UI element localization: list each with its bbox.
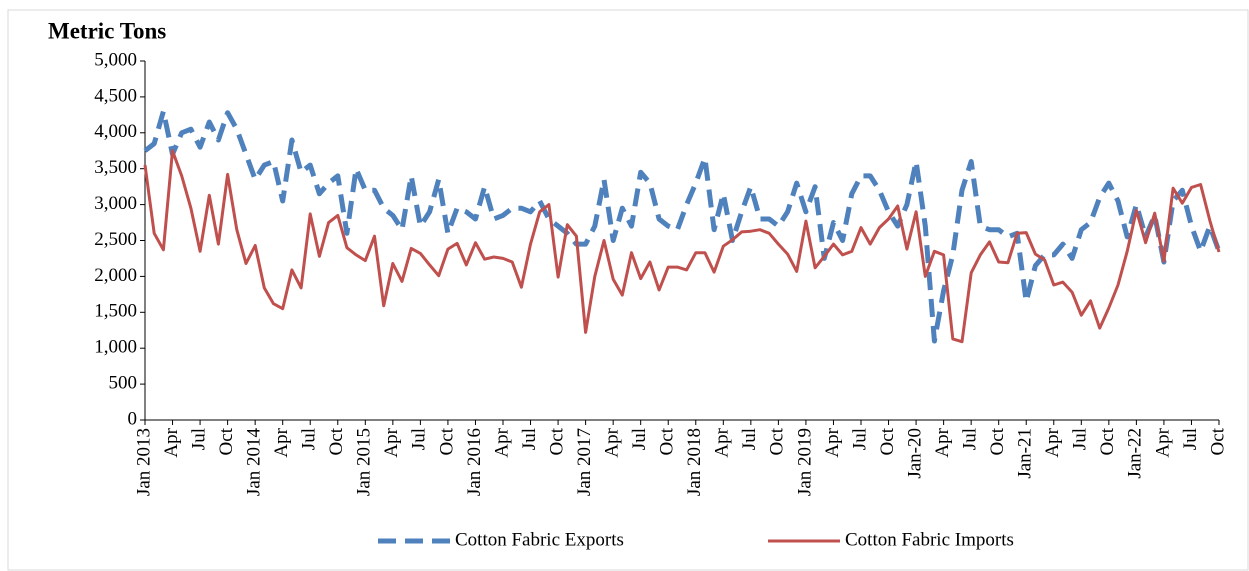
x-tick-label: Jan 2018 <box>684 428 705 496</box>
x-tick-label: Jan 2015 <box>354 428 375 496</box>
series-line <box>143 149 1221 344</box>
x-tick-label: Jul <box>849 428 870 450</box>
legend-label: Cotton Fabric Imports <box>845 529 1014 550</box>
x-tick-label: Jan-22 <box>1125 428 1146 479</box>
x-tick-label: Oct <box>1097 427 1118 455</box>
x-tick-label: Apr <box>381 427 402 457</box>
x-tick-label: Jan 2016 <box>464 428 485 496</box>
y-tick-label: 1,000 <box>94 337 137 358</box>
x-tick-label: Jan 2014 <box>244 428 265 497</box>
x-tick-label: Jul <box>519 428 540 450</box>
x-tick-label: Oct <box>216 427 237 455</box>
y-tick-label: 4,500 <box>94 85 137 106</box>
x-tick-label: Jul <box>409 428 430 450</box>
x-tick-label: Jul <box>739 428 760 450</box>
x-tick-label: Oct <box>1207 427 1228 455</box>
chart-frame <box>7 9 1249 571</box>
x-tick-label: Oct <box>546 427 567 455</box>
x-tick-label: Apr <box>491 427 512 457</box>
x-tick-label: Apr <box>932 427 953 457</box>
x-tick-label: Jul <box>629 428 650 450</box>
x-tick-label: Jan 2013 <box>133 428 154 496</box>
series-line <box>143 108 1222 344</box>
x-tick-label: Oct <box>877 427 898 455</box>
x-tick-label: Jan-21 <box>1015 428 1036 479</box>
x-tick-label: Jul <box>299 428 320 450</box>
x-tick-label: Jul <box>1180 428 1201 450</box>
x-tick-label: Jan 2019 <box>794 428 815 496</box>
x-tick-label: Apr <box>602 427 623 457</box>
x-tick-label: Oct <box>987 427 1008 455</box>
x-tick-label: Jul <box>188 428 209 450</box>
x-tick-label: Apr <box>1042 427 1063 457</box>
y-tick-label: 500 <box>109 372 138 393</box>
legend-label: Cotton Fabric Exports <box>455 529 624 550</box>
x-tick-label: Apr <box>161 427 182 457</box>
x-tick-label: Jan 2017 <box>574 428 595 496</box>
x-tick-label: Oct <box>436 427 457 455</box>
x-tick-label: Jan-20 <box>904 428 925 479</box>
y-tick-label: 2,000 <box>94 265 137 286</box>
y-tick-label: 3,000 <box>94 193 137 214</box>
y-tick-label: 3,500 <box>94 157 137 178</box>
y-tick-label: 0 <box>128 408 138 429</box>
x-tick-label: Oct <box>326 427 347 455</box>
x-tick-label: Jul <box>960 428 981 450</box>
x-tick-label: Oct <box>657 427 678 455</box>
y-tick-label: 5,000 <box>94 49 137 70</box>
y-axis-title: Metric Tons <box>48 18 166 43</box>
y-tick-label: 2,500 <box>94 229 137 250</box>
x-tick-label: Apr <box>712 427 733 457</box>
x-tick-label: Oct <box>767 427 788 455</box>
y-tick-label: 4,000 <box>94 121 137 142</box>
x-tick-label: Apr <box>822 427 843 457</box>
x-tick-label: Jul <box>1070 428 1091 450</box>
x-tick-label: Apr <box>1152 427 1173 457</box>
y-tick-label: 1,500 <box>94 301 137 322</box>
x-tick-label: Apr <box>271 427 292 457</box>
